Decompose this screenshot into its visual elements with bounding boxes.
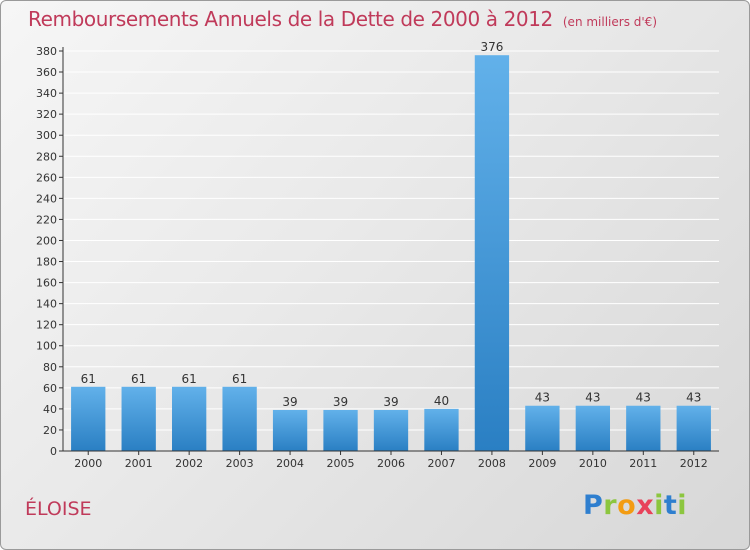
y-tick-label: 180 [36,256,57,269]
bar-2004 [272,409,308,451]
data-label: 61 [131,372,146,386]
bar-2009 [525,405,560,451]
chart-title-text: Remboursements Annuels de la Dette de 20… [28,7,553,31]
bar-2000 [71,386,106,451]
data-label: 39 [282,395,297,409]
y-tick-label: 320 [36,108,57,121]
y-tick-label: 240 [36,192,57,205]
y-tick-label: 100 [36,340,57,353]
y-tick-label: 340 [36,87,57,100]
logo-letter: x [636,490,655,521]
x-tick-label: 2007 [427,457,455,470]
data-label: 43 [636,391,651,405]
bar-2006 [373,409,409,451]
data-label: 376 [480,40,503,54]
bar-2001 [121,386,156,451]
x-tick-label: 2001 [125,457,153,470]
axes: 0 20 40 60 80 100 120 140 160 180 200 220 240 260 280 3… [36,45,719,470]
y-tick-label: 140 [36,298,57,311]
logo-letter: r [603,490,618,521]
y-tick-label: 280 [36,150,57,163]
data-label: 39 [383,395,398,409]
chart-subtitle: (en milliers d'€) [562,15,657,29]
y-tick-label: 380 [36,45,57,58]
y-tick-label: 200 [36,234,57,247]
bar-2003 [222,386,257,451]
proxiti-logo: Proxiti [583,490,687,521]
bar-2005 [323,409,358,451]
x-tick-label: 2012 [680,457,708,470]
x-tick-label: 2008 [478,457,506,470]
logo-letter: t [663,490,678,521]
bar-2002 [171,386,207,451]
data-label: 43 [585,391,600,405]
gridlines [63,50,719,452]
x-tick-label: 2011 [629,457,657,470]
x-tick-label: 2002 [175,457,203,470]
y-tick-label: 40 [43,403,57,416]
data-labels: 61 61 61 61 39 39 39 40 376 43 43 43 43 [81,40,702,409]
chart-title: Remboursements Annuels de la Dette de 20… [28,7,657,31]
y-tick-label: 20 [43,424,57,437]
data-label: 61 [232,372,247,386]
x-tick-label: 2006 [377,457,405,470]
y-tick-label: 300 [36,129,57,142]
commune-name: ÉLOISE [25,498,92,520]
x-tick-label: 2009 [528,457,556,470]
bar-2008 [474,55,510,452]
logo-letter: i [677,490,688,521]
data-label: 40 [434,394,449,408]
y-tick-label: 80 [43,361,57,374]
x-tick-label: 2010 [579,457,607,470]
y-tick-label: 220 [36,213,57,226]
bar-2010 [575,405,611,451]
data-label: 39 [333,395,348,409]
logo-letter: o [617,490,637,521]
data-label: 43 [535,391,550,405]
x-tick-label: 2000 [74,457,102,470]
x-tick-label: 2003 [226,457,254,470]
logo-letter: P [583,490,604,521]
bar-2012 [676,405,711,451]
y-tick-label: 0 [50,445,57,458]
x-tick-label: 2004 [276,457,304,470]
data-label: 61 [182,372,197,386]
x-tick-label: 2005 [327,457,355,470]
data-label: 61 [81,372,96,386]
logo-letter: i [654,490,664,521]
y-tick-label: 260 [36,171,57,184]
bars [71,55,711,452]
data-label: 43 [686,391,701,405]
bar-2007 [424,408,459,451]
y-tick-label: 360 [36,66,57,79]
bar-2011 [626,405,661,451]
y-tick-label: 160 [36,277,57,290]
y-tick-label: 120 [36,319,57,332]
y-tick-label: 60 [43,382,57,395]
